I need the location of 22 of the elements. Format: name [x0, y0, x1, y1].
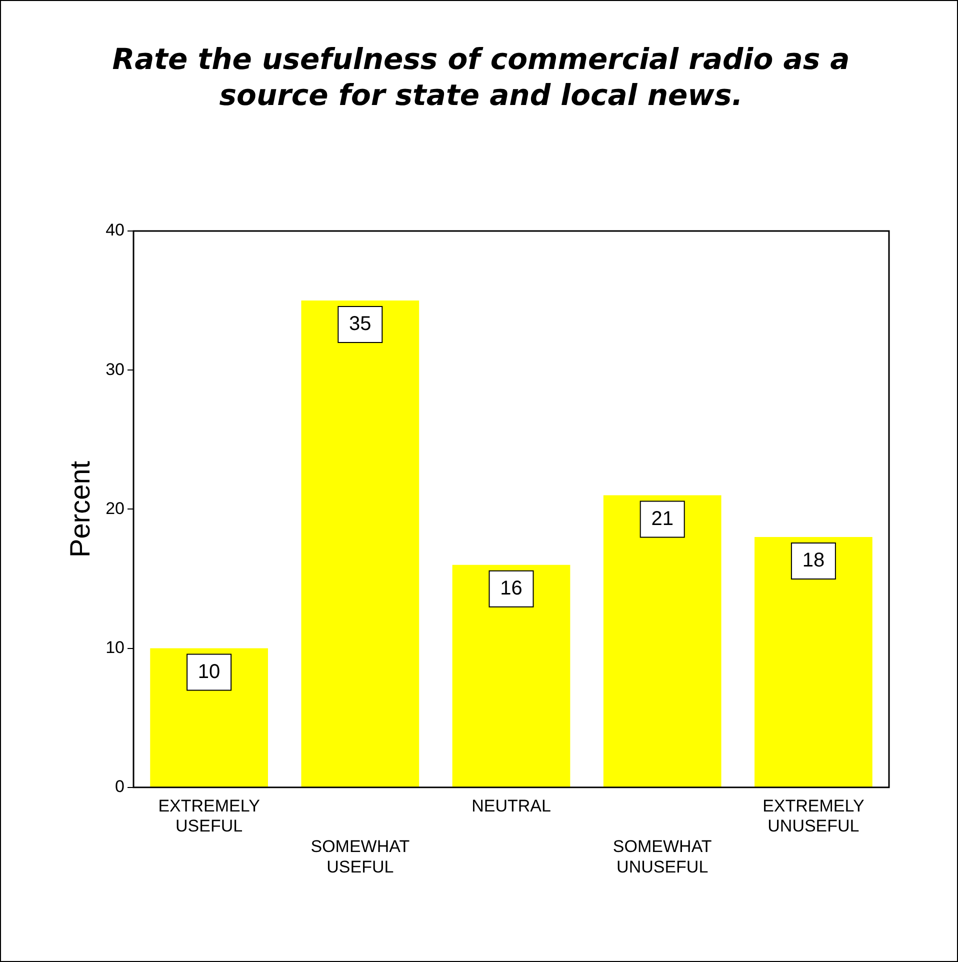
data-label: 18 [802, 550, 825, 572]
x-tick-label: EXTREMELY USEFUL [158, 796, 260, 836]
bar [603, 495, 722, 787]
x-tick-label: SOMEWHAT UNUSEFUL [612, 837, 712, 876]
y-tick-label: 40 [106, 220, 125, 240]
bar [301, 300, 420, 787]
y-tick-label: 20 [106, 498, 125, 518]
y-axis-title: Percent [64, 460, 96, 558]
x-tick-label: NEUTRAL [472, 796, 551, 816]
y-tick-label: 0 [115, 777, 125, 796]
chart-title: Rate the usefulness of commercial radio as a source for state and local news. [111, 41, 851, 113]
data-label: 21 [651, 508, 674, 530]
y-tick-label: 30 [106, 360, 125, 379]
x-tick-label: SOMEWHAT USEFUL [310, 837, 410, 876]
x-tick-label: EXTREMELY UNUSEFUL [762, 796, 864, 836]
bar [452, 564, 570, 787]
bar [150, 648, 268, 787]
data-label: 16 [500, 577, 522, 600]
y-tick-label: 10 [106, 638, 125, 657]
bar [754, 537, 872, 787]
data-label: 10 [198, 660, 220, 683]
data-label: 35 [349, 313, 372, 336]
